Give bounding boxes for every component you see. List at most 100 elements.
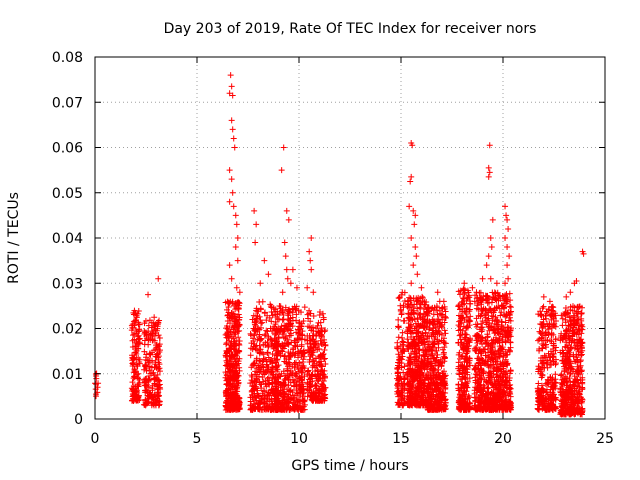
data-point [232, 347, 239, 354]
data-point [306, 248, 313, 255]
data-point [145, 384, 152, 391]
data-point [395, 334, 402, 341]
data-point [478, 320, 485, 327]
data-point [231, 302, 238, 309]
data-point [395, 323, 402, 330]
data-point [301, 304, 308, 311]
data-point [251, 207, 258, 214]
data-point [153, 395, 160, 402]
data-point [441, 327, 448, 334]
data-point [226, 368, 233, 375]
data-point [223, 339, 230, 346]
data-point [142, 329, 149, 336]
data-point [310, 289, 317, 296]
data-point [133, 397, 140, 404]
data-point [479, 275, 486, 282]
data-point [307, 257, 314, 264]
data-point [153, 351, 160, 358]
data-point [406, 203, 413, 210]
data-point [503, 212, 510, 219]
data-point [434, 289, 441, 296]
data-point [134, 383, 141, 390]
data-point [153, 399, 160, 406]
data-point [148, 398, 155, 405]
data-point [222, 402, 229, 409]
data-point [231, 380, 238, 387]
data-point [229, 384, 236, 391]
data-point [286, 387, 293, 394]
data-point [155, 275, 162, 282]
data-point [227, 72, 234, 79]
data-point [469, 284, 476, 291]
data-point [411, 221, 418, 228]
data-point [143, 387, 150, 394]
data-point [132, 317, 139, 324]
data-point [225, 395, 232, 402]
data-point [156, 335, 163, 342]
data-point [287, 280, 294, 287]
data-point [397, 302, 404, 309]
data-point [129, 337, 136, 344]
data-point [148, 330, 155, 337]
data-point [146, 363, 153, 370]
data-point [132, 387, 139, 394]
data-point [154, 390, 161, 397]
data-point [231, 144, 238, 151]
data-point [504, 262, 511, 269]
data-point [489, 216, 496, 223]
data-point [559, 315, 566, 322]
data-point [497, 312, 504, 319]
data-point [502, 203, 509, 210]
data-point [279, 316, 286, 323]
data-point [506, 303, 513, 310]
data-point [148, 324, 155, 331]
data-point [257, 280, 264, 287]
data-point [234, 299, 241, 306]
data-point [128, 322, 135, 329]
data-point [440, 349, 447, 356]
data-point [146, 390, 153, 397]
data-point [457, 291, 464, 298]
data-point [285, 216, 292, 223]
data-point [506, 253, 513, 260]
data-point [154, 350, 161, 357]
data-point [232, 244, 239, 251]
data-point [236, 327, 243, 334]
data-point [504, 244, 511, 251]
data-point [258, 320, 265, 327]
data-point [504, 216, 511, 223]
data-point [131, 330, 138, 337]
data-point [308, 266, 315, 273]
data-point [131, 374, 138, 381]
data-point [253, 221, 260, 228]
data-point [136, 379, 143, 386]
data-point [233, 316, 240, 323]
data-point [147, 351, 154, 358]
data-point [559, 322, 566, 329]
data-point [155, 332, 162, 339]
data-point [231, 331, 238, 338]
data-point [308, 235, 315, 241]
data-point [227, 400, 234, 407]
data-point [145, 291, 152, 298]
data-point [231, 339, 238, 346]
data-point [224, 323, 231, 330]
data-point [440, 298, 447, 305]
data-point [231, 393, 238, 400]
data-point [485, 164, 492, 171]
data-point [321, 346, 328, 353]
data-point [235, 311, 242, 318]
data-point [408, 173, 415, 180]
data-point [546, 298, 553, 305]
data-point [236, 289, 243, 296]
data-point [146, 372, 153, 379]
data-point [134, 345, 141, 352]
data-point [232, 326, 239, 333]
data-point [408, 280, 415, 287]
data-point [412, 244, 419, 251]
data-point [567, 289, 574, 296]
data-point [483, 262, 490, 269]
data-point [493, 280, 500, 287]
data-point [155, 319, 162, 326]
